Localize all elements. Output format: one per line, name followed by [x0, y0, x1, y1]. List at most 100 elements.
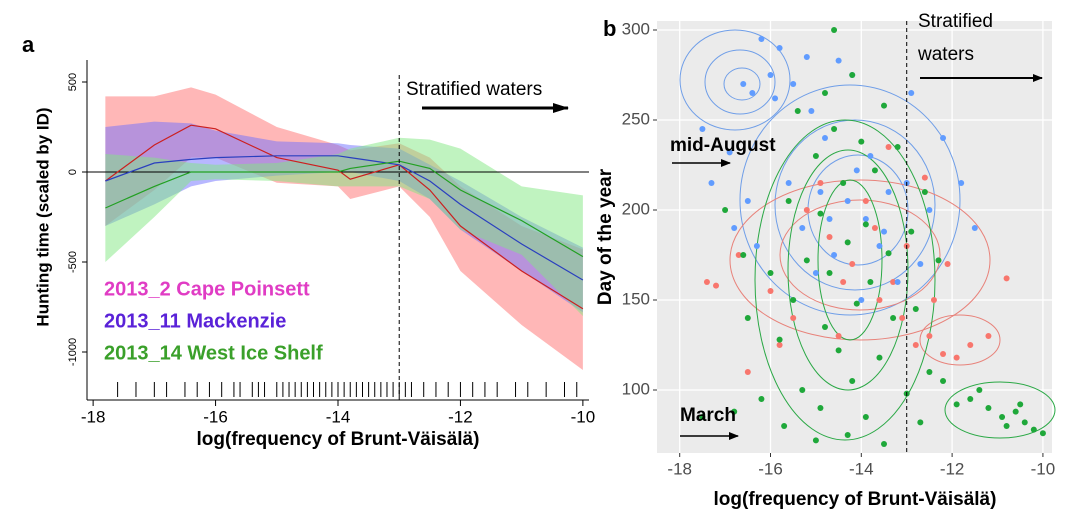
point: [853, 167, 860, 174]
point: [753, 243, 760, 249]
point: [817, 189, 824, 195]
panel-a: a log(frequency of Brunt-Väisälä) Huntin…: [22, 32, 595, 450]
y-tick-label: -1000: [67, 338, 79, 366]
point: [799, 225, 806, 231]
point: [844, 239, 851, 246]
point: [876, 243, 883, 249]
point: [967, 342, 974, 348]
point: [790, 315, 797, 321]
x-tick-label: -18: [667, 459, 692, 478]
contour: [919, 314, 1001, 366]
point: [826, 234, 833, 240]
point: [835, 347, 842, 354]
point: [967, 396, 974, 402]
annotation: Stratified: [918, 11, 993, 32]
point: [876, 354, 883, 361]
annotation: Stratified waters: [406, 79, 542, 100]
point: [785, 198, 792, 204]
point: [781, 423, 788, 429]
point: [885, 250, 892, 257]
point: [849, 378, 856, 384]
point: [772, 95, 779, 102]
y-tick-label: 500: [67, 73, 79, 91]
point: [940, 135, 947, 141]
point: [971, 225, 978, 231]
point: [858, 297, 865, 303]
point: [985, 333, 992, 339]
point: [999, 414, 1006, 420]
point: [744, 198, 751, 204]
point: [703, 279, 710, 285]
y-tick-label: -500: [67, 251, 79, 273]
point: [803, 257, 810, 264]
point: [908, 90, 915, 96]
point: [740, 252, 747, 258]
point: [917, 419, 924, 426]
line: [105, 155, 584, 281]
point: [699, 126, 706, 132]
point: [749, 90, 756, 96]
point: [940, 378, 947, 384]
point: [794, 108, 801, 114]
point: [776, 45, 783, 51]
point: [921, 189, 928, 195]
point: [871, 167, 878, 174]
point: [776, 342, 783, 348]
contour: [723, 67, 761, 101]
point: [826, 270, 833, 276]
point: [1003, 275, 1010, 282]
point: [821, 90, 828, 96]
y-tick-label: 250: [622, 109, 650, 128]
point: [835, 57, 842, 64]
point: [812, 270, 819, 276]
y-tick-label: 150: [622, 289, 650, 308]
point: [744, 369, 751, 375]
point: [803, 207, 810, 213]
annotation: mid-August: [670, 135, 776, 156]
point: [926, 333, 933, 339]
point: [817, 180, 824, 186]
point: [790, 297, 797, 303]
point: [735, 252, 742, 258]
y-axis-title: Day of the year: [595, 168, 616, 305]
point: [840, 180, 847, 186]
panel-label: b: [603, 16, 616, 41]
point: [849, 72, 856, 78]
point: [1012, 408, 1019, 415]
point: [1003, 423, 1010, 429]
contour: [704, 49, 776, 115]
point: [862, 221, 869, 228]
point: [744, 315, 751, 321]
point: [894, 279, 901, 285]
point: [826, 216, 833, 222]
legend-entry: 2013_2 Cape Poinsett: [104, 278, 310, 300]
point: [876, 297, 883, 303]
point: [713, 282, 720, 289]
point: [722, 207, 729, 213]
point: [862, 198, 869, 204]
point: [881, 228, 888, 235]
line: [105, 160, 584, 258]
point: [912, 342, 919, 348]
point: [844, 198, 851, 204]
point: [926, 207, 933, 213]
y-axis-title: Hunting time (scaled by ID): [33, 107, 52, 326]
point: [831, 252, 838, 258]
point: [849, 261, 856, 267]
panel-label: a: [22, 32, 35, 57]
annotation: March: [680, 405, 736, 426]
point: [812, 153, 819, 159]
point: [799, 387, 806, 393]
point: [767, 72, 774, 78]
confidence-band: [105, 137, 583, 316]
y-tick-label: 200: [622, 199, 650, 218]
point: [890, 315, 897, 321]
contour: [739, 84, 961, 316]
point: [817, 405, 824, 411]
point: [930, 297, 937, 303]
x-tick-label: -10: [571, 407, 596, 426]
point: [1017, 401, 1024, 408]
point: [844, 432, 851, 438]
point: [831, 27, 838, 33]
x-tick-label: -16: [203, 407, 228, 426]
